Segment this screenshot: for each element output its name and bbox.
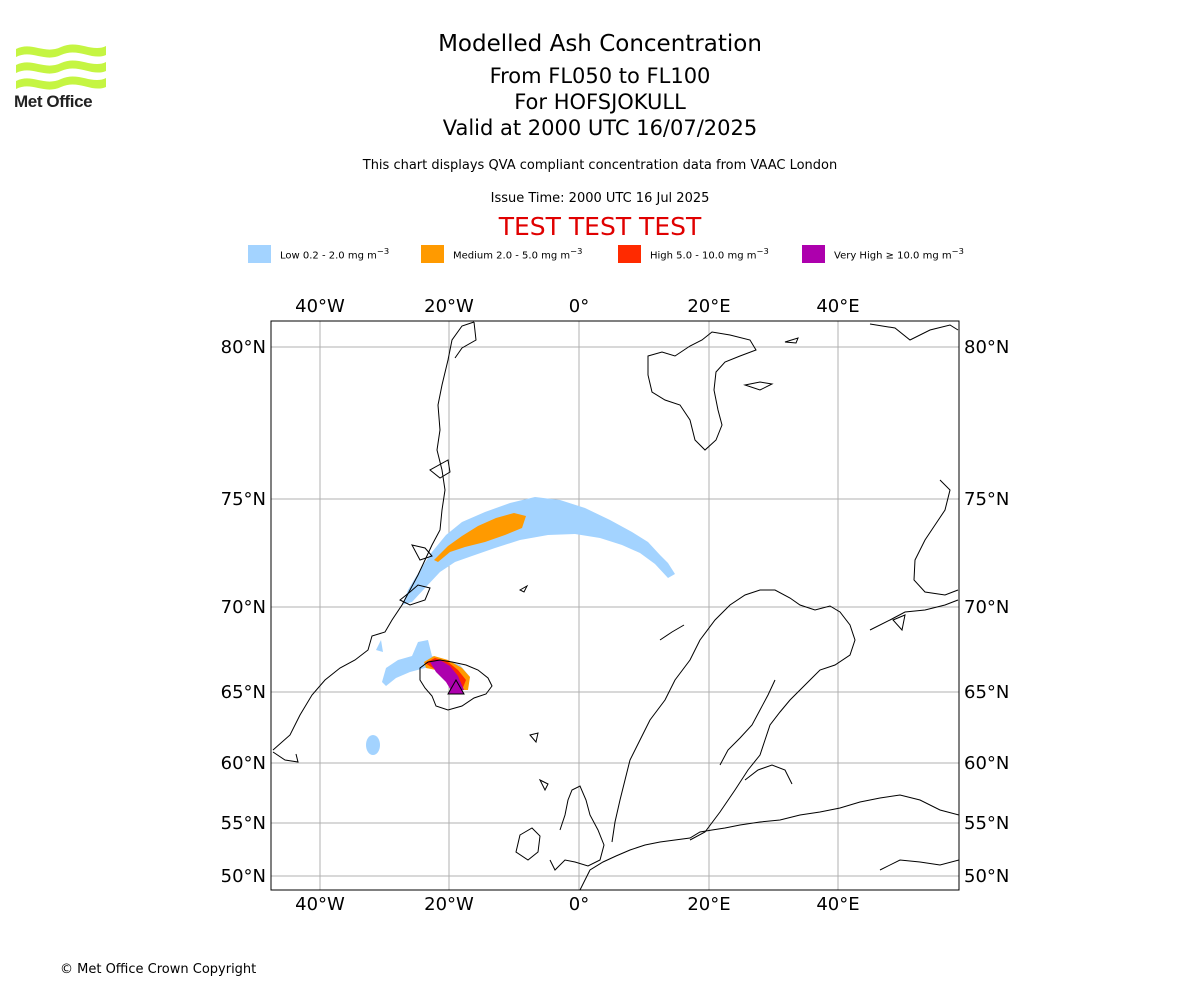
met-office-logo (16, 44, 106, 90)
lat-label-left: 80°N (221, 337, 266, 358)
copyright: © Met Office Crown Copyright (60, 962, 257, 977)
legend-low: Low 0.2 - 2.0 mg m−3 (248, 245, 389, 263)
coastlines (272, 321, 959, 890)
logo-text: Met Office (14, 92, 93, 111)
legend-very-high-label: Very High ≥ 10.0 mg m−3 (834, 246, 964, 262)
volcano-name: For HOFSJOKULL (514, 90, 686, 114)
flight-levels: From FL050 to FL100 (489, 64, 711, 88)
lat-label-right: 55°N (964, 813, 1009, 834)
lon-label-bottom: 20°E (687, 894, 730, 915)
legend-medium: Medium 2.0 - 5.0 mg m−3 (421, 245, 582, 263)
lon-label-bottom: 40°W (295, 894, 345, 915)
volcano-marker (447, 678, 465, 695)
lat-label-left: 70°N (221, 597, 266, 618)
lat-label-left: 60°N (221, 753, 266, 774)
lon-label-top: 20°E (687, 296, 730, 317)
lat-label-right: 65°N (964, 682, 1009, 703)
legend-low-swatch (248, 245, 271, 263)
lat-label-left: 55°N (221, 813, 266, 834)
lat-label-left: 65°N (221, 682, 266, 703)
legend-very-high-swatch (802, 245, 825, 263)
lat-label-left: 50°N (221, 866, 266, 887)
ash-low-area (366, 497, 675, 755)
legend-high-swatch (618, 245, 641, 263)
lon-label-top: 0° (569, 296, 589, 317)
lon-label-top: 40°W (295, 296, 345, 317)
map-frame (270, 320, 960, 891)
lon-label-bottom: 40°E (816, 894, 859, 915)
test-banner: TEST TEST TEST (498, 212, 702, 241)
chart-title: Modelled Ash Concentration (438, 31, 762, 57)
lat-label-right: 70°N (964, 597, 1009, 618)
chart-subtitle: This chart displays QVA compliant concen… (362, 158, 838, 173)
lat-label-left: 75°N (221, 489, 266, 510)
issue-time: Issue Time: 2000 UTC 16 Jul 2025 (490, 191, 710, 206)
lon-label-top: 40°E (816, 296, 859, 317)
legend-medium-swatch (421, 245, 444, 263)
legend-medium-label: Medium 2.0 - 5.0 mg m−3 (453, 246, 583, 262)
lon-label-top: 20°W (424, 296, 474, 317)
lat-label-right: 75°N (964, 489, 1009, 510)
lat-label-right: 80°N (964, 337, 1009, 358)
legend-high-label: High 5.0 - 10.0 mg m−3 (650, 246, 769, 262)
legend-high: High 5.0 - 10.0 mg m−3 (618, 245, 769, 263)
legend-low-label: Low 0.2 - 2.0 mg m−3 (280, 246, 390, 262)
valid-time: Valid at 2000 UTC 16/07/2025 (442, 116, 758, 140)
lat-label-right: 50°N (964, 866, 1009, 887)
lat-label-right: 60°N (964, 753, 1009, 774)
legend-very-high: Very High ≥ 10.0 mg m−3 (802, 245, 964, 263)
lon-label-bottom: 0° (569, 894, 589, 915)
lon-label-bottom: 20°W (424, 894, 474, 915)
map-grid (271, 321, 959, 890)
